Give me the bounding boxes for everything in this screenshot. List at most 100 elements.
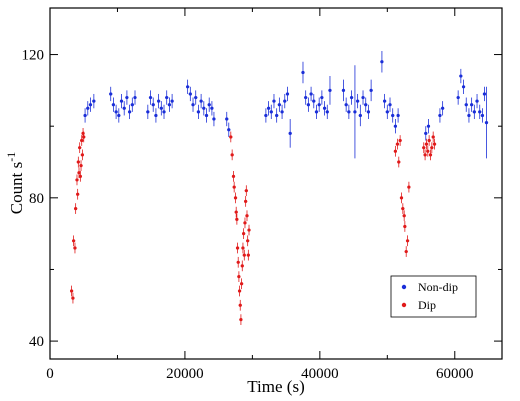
data-point <box>78 174 82 178</box>
data-point <box>243 221 247 225</box>
x-tick-label: 0 <box>46 366 54 382</box>
data-point <box>230 153 234 157</box>
data-point <box>309 92 313 96</box>
data-point <box>405 239 410 243</box>
data-point <box>80 153 84 157</box>
data-point <box>170 99 174 103</box>
data-point <box>207 103 211 107</box>
data-point <box>366 110 371 114</box>
data-point <box>125 95 129 100</box>
data-point <box>225 117 229 121</box>
data-point <box>76 160 80 164</box>
data-point <box>167 103 172 107</box>
data-point <box>79 163 83 168</box>
data-point <box>146 110 150 114</box>
plot-area-border <box>49 7 503 360</box>
data-point <box>237 275 241 279</box>
data-point <box>472 110 476 114</box>
data-point <box>73 246 77 250</box>
data-point <box>202 106 206 110</box>
data-point <box>430 146 434 150</box>
data-point <box>244 189 248 193</box>
legend-marker-dip <box>401 302 407 308</box>
data-point <box>283 99 287 103</box>
data-point <box>148 95 153 100</box>
data-point <box>82 135 86 139</box>
data-point <box>275 113 279 118</box>
data-point <box>111 103 116 107</box>
plot-frame <box>49 7 503 360</box>
data-point <box>242 232 246 236</box>
data-point <box>482 92 487 96</box>
data-point <box>395 142 400 146</box>
data-point <box>393 124 398 128</box>
data-point <box>426 124 431 128</box>
data-point <box>341 88 346 92</box>
data-point <box>402 214 406 218</box>
data-point <box>69 289 74 293</box>
x-axis-label: Time (s) <box>247 377 304 396</box>
data-point <box>422 146 426 150</box>
data-point <box>81 131 85 135</box>
data-point <box>280 110 284 114</box>
data-point <box>157 99 161 103</box>
data-point <box>133 95 137 100</box>
legend: Non-dip Dip <box>390 275 477 318</box>
data-point <box>80 138 84 143</box>
data-point <box>117 113 121 118</box>
data-point <box>246 253 250 257</box>
data-point <box>356 99 360 103</box>
data-point <box>424 131 428 135</box>
data-point <box>128 110 132 114</box>
data-point <box>438 113 442 118</box>
y-axis-ticks: 40 80 120 <box>22 48 502 350</box>
data-point <box>325 110 329 114</box>
data-point <box>71 296 75 300</box>
y-axis-label: Count s <box>7 162 26 214</box>
data-point <box>464 103 468 107</box>
data-point <box>196 110 201 114</box>
data-point <box>388 103 392 107</box>
data-series-layer <box>69 50 489 325</box>
data-point <box>83 113 87 118</box>
y-tick-label: 80 <box>29 191 44 207</box>
x-tick-label: 40000 <box>301 366 339 382</box>
x-tick-label: 60000 <box>436 366 474 382</box>
data-point <box>242 253 246 257</box>
data-point <box>159 106 163 110</box>
y-tick-label: 40 <box>29 334 44 350</box>
data-point <box>353 110 357 114</box>
series-dip <box>69 127 437 325</box>
data-point <box>210 106 214 110</box>
series-non-dip <box>83 50 489 159</box>
data-point <box>467 113 471 118</box>
data-point <box>212 117 216 121</box>
data-point <box>456 95 460 100</box>
x-axis-ticks: 0 20000 40000 60000 <box>46 8 474 382</box>
y-axis-label-group: Count s-1 <box>4 152 26 214</box>
data-point <box>92 99 96 103</box>
data-point <box>349 95 354 100</box>
data-point <box>86 106 90 110</box>
data-point <box>229 135 233 139</box>
data-point <box>393 149 398 153</box>
data-point <box>459 74 463 78</box>
data-point <box>380 60 384 64</box>
data-point <box>231 174 236 178</box>
data-point <box>269 110 273 114</box>
data-point <box>236 260 240 264</box>
data-point <box>154 113 158 118</box>
data-point <box>432 142 437 146</box>
data-point <box>461 85 466 89</box>
data-point <box>77 171 81 175</box>
legend-marker-non-dip <box>401 284 407 290</box>
data-point <box>204 113 209 118</box>
data-point <box>88 103 93 107</box>
data-point <box>233 196 238 200</box>
data-point <box>320 95 324 100</box>
data-point <box>272 99 276 103</box>
data-point <box>361 95 365 100</box>
data-point <box>401 206 405 211</box>
data-point <box>234 210 238 214</box>
